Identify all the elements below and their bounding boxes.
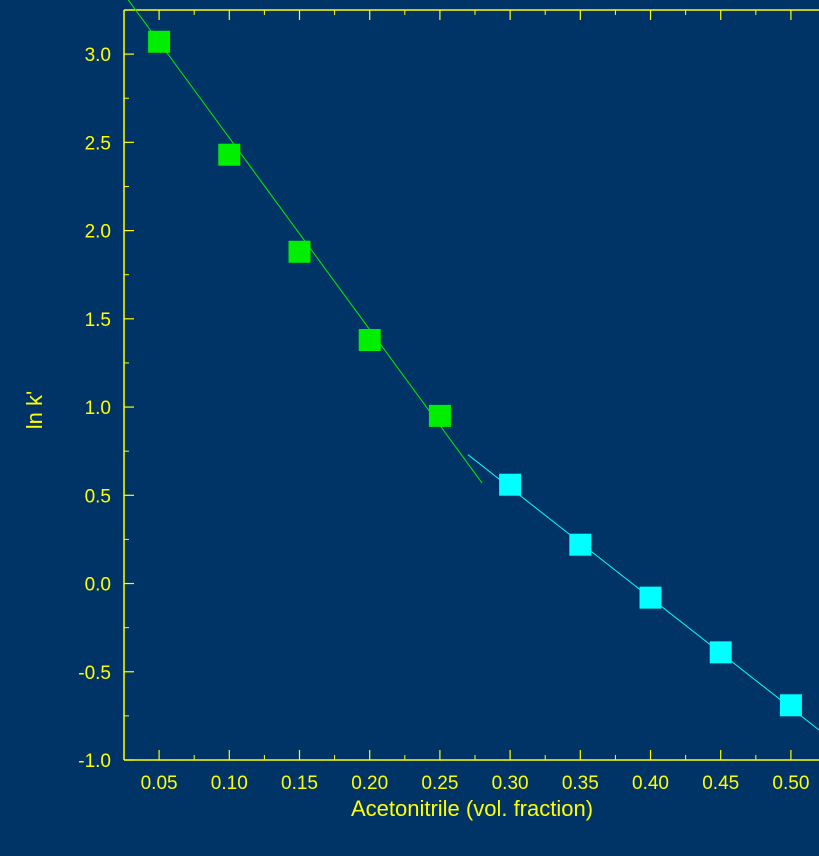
y-tick-label: -0.5 <box>78 663 111 684</box>
y-tick-label: -1.0 <box>78 751 111 772</box>
x-tick-label: 0.15 <box>281 773 318 794</box>
x-tick-label: 0.30 <box>492 773 529 794</box>
fit-line-1 <box>127 0 483 484</box>
axes <box>123 9 819 761</box>
x-tick-label: 0.05 <box>141 773 178 794</box>
data-point-series-1 <box>218 143 241 166</box>
x-tick-label: 0.35 <box>562 773 599 794</box>
data-point-series-1 <box>288 240 311 263</box>
data-point-series-2 <box>779 694 802 717</box>
y-tick-label: 0.5 <box>85 486 111 507</box>
data-points <box>148 30 802 717</box>
y-tick-label: 1.0 <box>85 398 111 419</box>
y-tick-label: 3.0 <box>85 45 111 66</box>
data-point-series-1 <box>358 329 381 351</box>
ticks: 0.05 0.10 0.15 0.20 0.25 0.30 0.35 0.40 0.45 0.50… <box>78 9 809 794</box>
data-point-series-2 <box>569 533 592 556</box>
y-tick-label: 2.5 <box>85 133 111 154</box>
x-tick-label: 0.45 <box>702 773 739 794</box>
data-point-series-1 <box>148 30 171 53</box>
x-tick-label: 0.40 <box>632 773 669 794</box>
data-point-series-2 <box>639 586 662 609</box>
x-axis-title: Acetonitrile (vol. fraction) <box>351 796 593 821</box>
x-tick-label: 0.50 <box>772 773 809 794</box>
data-point-series-2 <box>709 641 732 664</box>
y-tick-label: 2.0 <box>85 222 111 243</box>
data-point-series-1 <box>428 404 451 427</box>
y-axis-title: ln k' <box>22 391 47 429</box>
y-tick-label: 1.5 <box>85 310 111 331</box>
data-point-series-2 <box>499 473 522 496</box>
x-tick-label: 0.20 <box>351 773 388 794</box>
y-tick-label: 0.0 <box>85 575 111 596</box>
x-tick-label: 0.25 <box>421 773 458 794</box>
x-tick-label: 0.10 <box>211 773 248 794</box>
